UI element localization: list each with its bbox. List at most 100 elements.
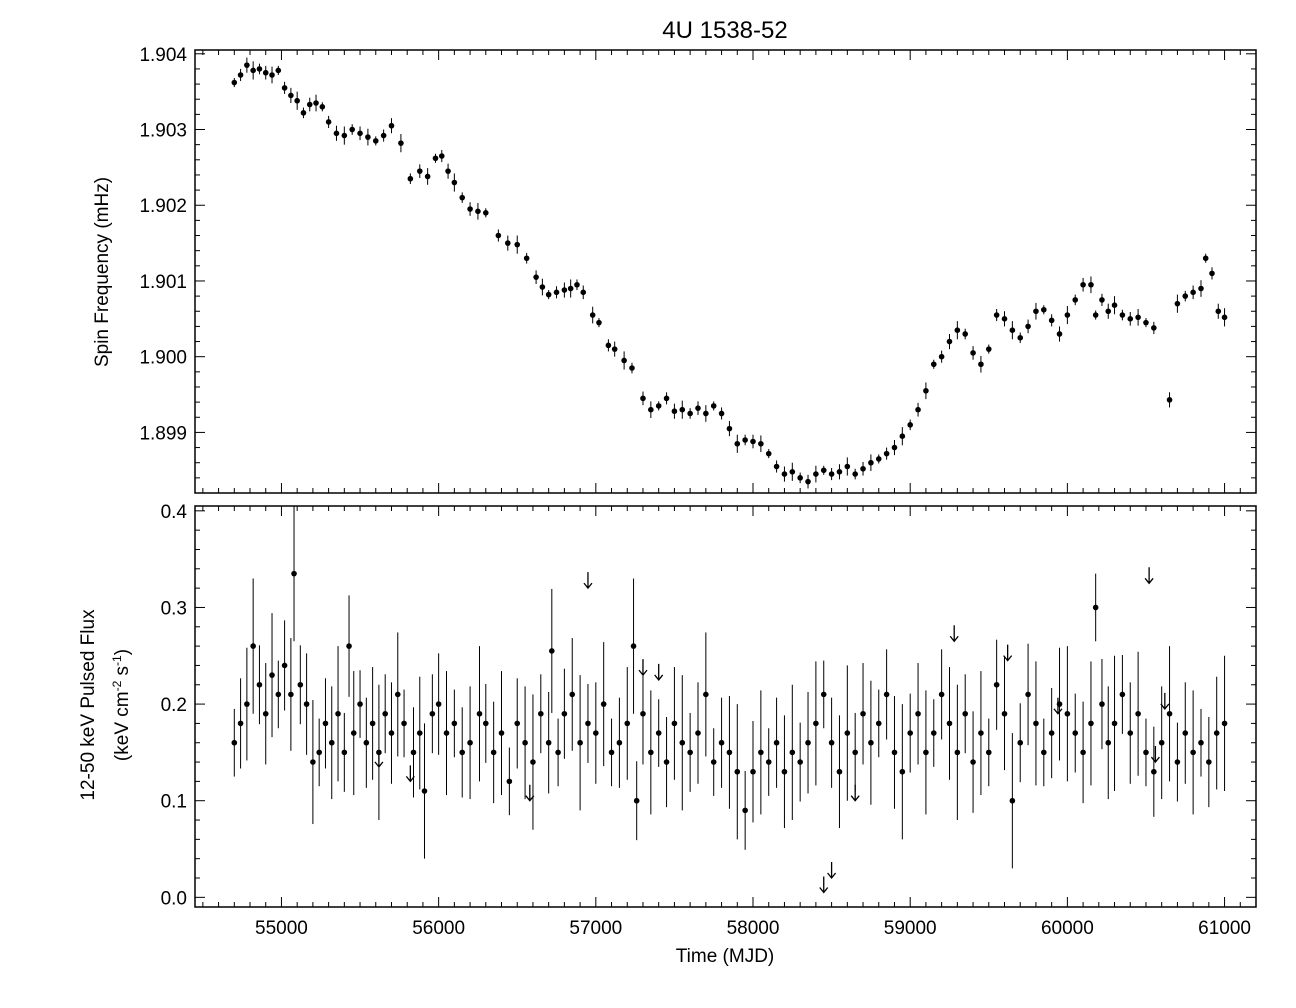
top-data-point [663,395,670,402]
bottom-data-point [1088,720,1094,727]
bottom-data-point [765,759,772,765]
top-data-point [1099,297,1105,303]
top-data-point [718,410,725,417]
bottom-data-point [382,710,388,717]
bottom-data-point [1135,710,1141,717]
bottom-data-point [1213,730,1220,736]
bottom-data-point [269,672,275,678]
top-data-point [828,471,835,477]
top-data-point [580,289,587,296]
bottom-data-point [930,730,937,736]
bottom-data-point [291,570,297,577]
bottom-data-point [490,749,497,756]
top-data-point [574,281,580,288]
top-data-point [985,346,992,352]
bottom-y-tick-label: 0.0 [161,888,187,909]
top-data-point [250,67,256,74]
top-data-point [655,403,662,409]
top-data-point [1025,323,1031,330]
bottom-data-point [369,720,376,727]
top-data-point [1209,270,1215,277]
top-data-point [742,437,748,443]
top-data-point [1190,289,1196,296]
bottom-data-point [416,730,423,736]
top-data-point [868,459,874,466]
bottom-data-point [506,778,513,785]
bottom-data-point [1072,730,1079,736]
bottom-data-point [923,749,929,756]
top-data-point [262,69,269,76]
bottom-data-point [429,710,436,717]
top-data-point [805,478,811,485]
top-data-point [883,450,890,457]
bottom-data-point [679,739,686,746]
top-data-point [539,284,546,290]
top-data-point [495,232,502,239]
bottom-data-point [734,768,741,775]
bottom-data-point [467,739,473,746]
top-data-point [1198,285,1204,292]
bottom-data-point [852,749,858,756]
top-data-point [445,168,451,174]
top-data-point [424,173,431,180]
bottom-data-point [820,691,827,698]
bottom-data-point [703,691,709,698]
bottom-data-point [1025,691,1031,698]
top-data-point [621,357,627,364]
top-data-point [349,126,355,133]
bottom-upper-limit-arrow [638,659,648,677]
bottom-upper-limit-arrow [1003,644,1013,662]
top-data-point [1105,308,1112,315]
top-y-tick-label: 1.900 [139,348,187,369]
top-data-point [978,361,984,368]
top-data-point [1001,316,1008,322]
top-data-point [907,422,913,428]
bottom-data-point [860,710,866,717]
bottom-data-point [297,681,304,688]
bottom-data-point [742,807,748,814]
bottom-data-point [655,730,662,736]
top-data-point [844,463,851,470]
bottom-data-point [1105,739,1112,746]
top-data-point [710,403,717,409]
bottom-data-point [970,759,976,765]
top-data-point [687,410,693,417]
top-data-point [648,406,654,413]
top-data-point [671,408,678,415]
bottom-upper-limit-arrow [405,765,415,783]
top-data-point [357,130,363,137]
top-data-point [459,194,466,201]
top-data-point [1048,317,1055,324]
bottom-data-point [1190,749,1196,756]
top-data-point [1080,281,1086,288]
bottom-data-point [401,720,407,727]
top-data-point [781,471,788,477]
bottom-data-point [1166,710,1173,717]
bottom-data-point [938,691,945,698]
top-data-point [380,132,387,139]
bottom-data-point [813,720,819,727]
top-data-point [930,361,937,368]
bottom-data-point [710,759,717,765]
bottom-data-point [388,730,395,736]
top-y-axis-label: Spin Frequency (mHz) [92,177,113,367]
bottom-data-point [410,749,417,756]
top-data-point [962,331,969,337]
top-data-point [482,210,489,216]
bottom-data-point [978,730,984,736]
top-data-point [1182,293,1189,299]
bottom-x-tick-label: 55000 [255,918,308,939]
top-data-point [365,134,371,140]
bottom-upper-limit-arrow [583,572,593,590]
bottom-data-point [915,710,921,717]
bottom-data-point [538,710,544,717]
bottom-upper-limit-arrow [1150,746,1160,764]
bottom-upper-limit-arrow [1053,697,1063,715]
top-data-point [789,468,796,475]
top-data-point [1135,314,1141,321]
bottom-data-point [443,730,450,736]
top-data-point [1041,306,1047,313]
bottom-data-point [616,739,623,746]
bottom-data-point [561,710,568,717]
top-data-point [407,175,414,182]
